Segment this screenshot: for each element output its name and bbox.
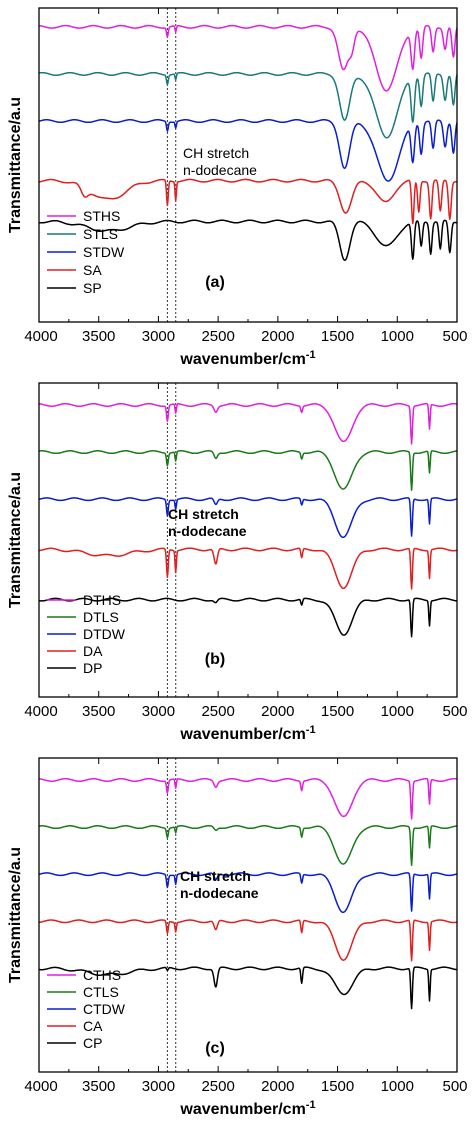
x-tick-label: 4000 — [24, 328, 57, 345]
x-tick-label: 1000 — [381, 703, 414, 720]
x-tick-label: 3000 — [142, 1078, 175, 1095]
spectrum-sa — [38, 178, 458, 225]
x-axis-title: wavenumber/cm-1 — [179, 724, 315, 743]
x-tick-label: 1000 — [381, 1078, 414, 1095]
legend-label: CA — [83, 1018, 103, 1034]
x-tick-label: 1000 — [381, 328, 414, 345]
legend-label: DP — [83, 660, 102, 676]
legend-label: SA — [83, 262, 102, 278]
spectrum-ca — [38, 919, 458, 962]
x-tick-label: 2000 — [261, 703, 294, 720]
x-tick-label: 2000 — [261, 328, 294, 345]
spectrum-cp — [38, 966, 458, 1010]
annotation-ch-stretch: CH stretch — [183, 145, 249, 161]
spectrum-cths — [38, 777, 458, 820]
legend: STHS STLS STDW SA SP — [47, 208, 125, 296]
x-axis-title: wavenumber/cm-1 — [179, 349, 315, 368]
legend-label: CTLS — [83, 984, 119, 1000]
x-axis-title: wavenumber/cm-1 — [179, 1099, 315, 1118]
chart-panel-1: 4000 3500 3000 2500 2000 1500 1000 500 wavenumbe… — [7, 7, 468, 368]
y-axis-title: Transmittance/a.u — [7, 472, 24, 608]
panel-label: (c) — [205, 1040, 225, 1057]
legend-label: CP — [83, 1035, 102, 1051]
spectrum-dtls — [38, 450, 458, 491]
x-tick-label: 4000 — [24, 1078, 57, 1095]
x-tick-label: 2500 — [201, 328, 234, 345]
spectrum-ctls — [38, 825, 458, 866]
spectrum-dp — [38, 597, 458, 638]
x-tick-label: 3500 — [82, 328, 115, 345]
x-tick-label: 4000 — [24, 703, 57, 720]
chart-panel-3: 4000 3500 3000 2500 2000 1500 1000 500 wavenumbe… — [7, 757, 468, 1118]
annotation-n-dodecane: n-dodecane — [183, 162, 257, 178]
spectrum-dths — [38, 402, 458, 445]
y-axis-title: Transmittance/a.u — [7, 847, 24, 983]
annotation-n-dodecane: n-dodecane — [168, 523, 247, 539]
legend-label: STLS — [83, 226, 118, 242]
x-tick-label: 3000 — [142, 703, 175, 720]
x-tick-label: 2500 — [201, 703, 234, 720]
annotation-n-dodecane: n-dodecane — [180, 885, 259, 901]
legend-label: DTDW — [83, 626, 126, 642]
x-tick-label: 2000 — [261, 1078, 294, 1095]
legend-label: DTLS — [83, 609, 119, 625]
spectrum-stls — [38, 71, 458, 139]
x-tick-label: 3500 — [82, 703, 115, 720]
chart-panel-2: 4000 3500 3000 2500 2000 1500 1000 500 wavenumbe… — [7, 382, 468, 743]
legend-label: DA — [83, 643, 103, 659]
legend-label: DTHS — [83, 592, 121, 608]
x-tick-label: 1500 — [321, 703, 354, 720]
legend-label: CTHS — [83, 967, 121, 983]
legend-label: CTDW — [83, 1001, 126, 1017]
x-tick-label: 500 — [442, 1078, 467, 1095]
spectrum-dtdw — [38, 497, 458, 539]
x-tick-label: 2500 — [201, 1078, 234, 1095]
x-tick-label: 3000 — [142, 328, 175, 345]
y-axis-title: Transmittance/a.u — [7, 97, 24, 233]
spectrum-sp — [38, 219, 458, 262]
legend-label: SP — [83, 280, 102, 296]
annotation-ch-stretch: CH stretch — [180, 868, 251, 884]
spectrum-stdw — [38, 119, 458, 182]
spectrum-sths — [38, 24, 458, 92]
panel-label: (b) — [205, 651, 225, 668]
x-tick-label: 3500 — [82, 1078, 115, 1095]
panel-label: (a) — [205, 274, 225, 291]
x-tick-label: 500 — [442, 703, 467, 720]
spectrum-ctdw — [38, 872, 458, 914]
spectrum-da — [38, 547, 458, 590]
x-tick-label: 1500 — [321, 1078, 354, 1095]
x-tick-label: 500 — [442, 328, 467, 345]
legend-label: STHS — [83, 208, 120, 224]
legend-label: STDW — [83, 244, 125, 260]
x-tick-label: 1500 — [321, 328, 354, 345]
annotation-ch-stretch: CH stretch — [168, 506, 239, 522]
